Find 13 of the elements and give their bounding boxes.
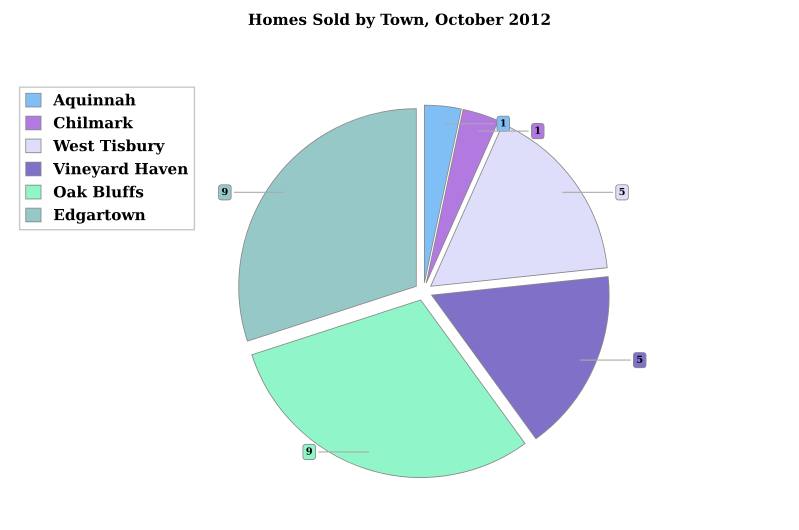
data-label: 9 — [306, 447, 312, 455]
data-label: 1 — [501, 119, 506, 126]
legend-label: West Tisbury — [53, 139, 165, 154]
data-label: 5 — [637, 356, 642, 363]
legend-label: Aquinnah — [53, 94, 136, 108]
data-label: 5 — [619, 188, 625, 196]
legend-label: Vineyard Haven — [53, 162, 188, 178]
data-label: 9 — [222, 188, 228, 196]
legend-label: Edgartown — [54, 208, 146, 224]
chart-title: Homes Sold by Town, October 2012 — [248, 13, 550, 28]
data-label: 1 — [536, 126, 540, 134]
legend-label: Oak Bluffs — [54, 186, 144, 198]
legend-label: Chilmark — [54, 116, 134, 128]
